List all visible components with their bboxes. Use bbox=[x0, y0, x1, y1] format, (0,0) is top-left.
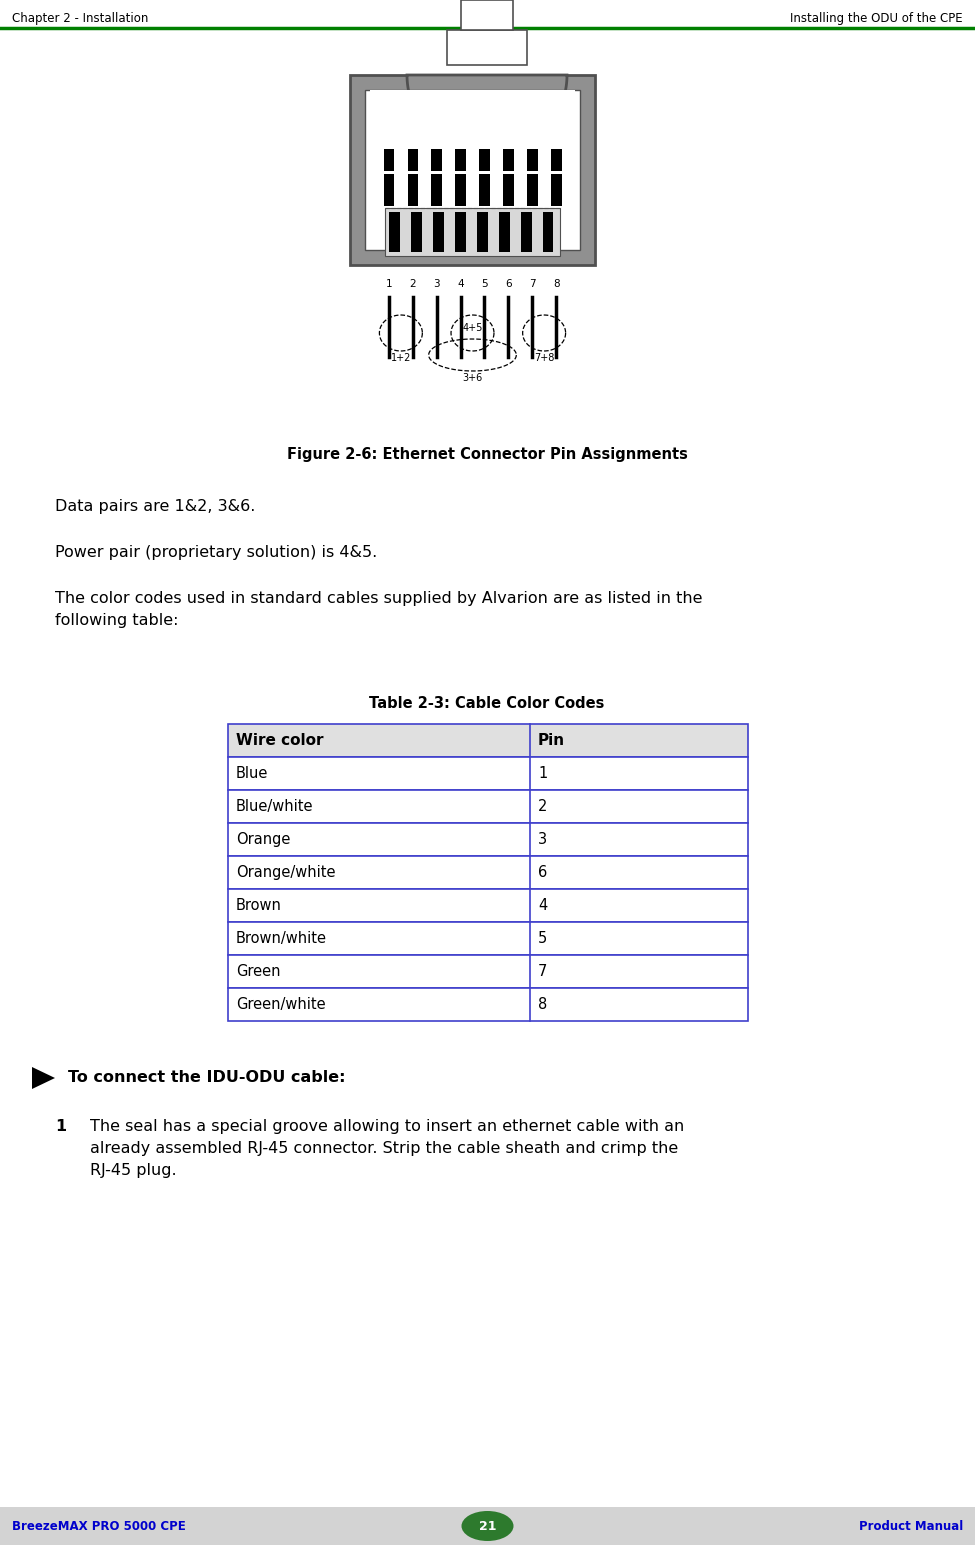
Bar bbox=[350, 76, 595, 266]
Text: 2: 2 bbox=[410, 280, 416, 289]
Polygon shape bbox=[407, 76, 567, 154]
Text: Pin: Pin bbox=[538, 732, 566, 748]
Text: 4: 4 bbox=[457, 280, 464, 289]
Bar bbox=[461, 0, 513, 29]
Bar bbox=[431, 148, 443, 171]
Text: BreezeMAX PRO 5000 CPE: BreezeMAX PRO 5000 CPE bbox=[12, 1519, 186, 1533]
Bar bbox=[479, 148, 489, 171]
Text: 5: 5 bbox=[538, 932, 547, 946]
Bar bbox=[455, 175, 466, 205]
Bar bbox=[228, 987, 748, 1021]
Text: The seal has a special groove allowing to insert an ethernet cable with an
alrea: The seal has a special groove allowing t… bbox=[90, 1119, 684, 1179]
Bar bbox=[503, 175, 514, 205]
Bar bbox=[551, 148, 562, 171]
Bar bbox=[228, 725, 748, 757]
Bar bbox=[447, 29, 527, 65]
Text: 2: 2 bbox=[538, 799, 547, 814]
Text: 6: 6 bbox=[538, 865, 547, 881]
Text: 7+8: 7+8 bbox=[534, 352, 555, 363]
Bar bbox=[526, 148, 537, 171]
Text: To connect the IDU-ODU cable:: To connect the IDU-ODU cable: bbox=[68, 1071, 345, 1086]
Text: 3: 3 bbox=[433, 280, 440, 289]
Bar bbox=[542, 212, 554, 252]
Text: Brown: Brown bbox=[236, 898, 282, 913]
Text: Product Manual: Product Manual bbox=[859, 1519, 963, 1533]
Text: The color codes used in standard cables supplied by Alvarion are as listed in th: The color codes used in standard cables … bbox=[55, 592, 703, 629]
Text: Blue: Blue bbox=[236, 766, 268, 782]
Bar bbox=[521, 212, 531, 252]
Bar bbox=[228, 823, 748, 856]
Text: 1: 1 bbox=[55, 1119, 66, 1134]
Bar bbox=[455, 148, 466, 171]
Bar bbox=[228, 955, 748, 987]
Bar bbox=[228, 856, 748, 888]
Bar bbox=[228, 757, 748, 789]
Bar bbox=[408, 148, 418, 171]
Text: 1: 1 bbox=[386, 280, 392, 289]
Text: Data pairs are 1&2, 3&6.: Data pairs are 1&2, 3&6. bbox=[55, 499, 255, 514]
Text: Figure 2-6: Ethernet Connector Pin Assignments: Figure 2-6: Ethernet Connector Pin Assig… bbox=[287, 447, 687, 462]
Text: 1: 1 bbox=[538, 766, 547, 782]
Text: Installing the ODU of the CPE: Installing the ODU of the CPE bbox=[791, 12, 963, 25]
Text: Brown/white: Brown/white bbox=[236, 932, 327, 946]
Bar bbox=[433, 212, 444, 252]
Bar bbox=[431, 175, 443, 205]
Bar bbox=[384, 148, 395, 171]
Text: 4+5: 4+5 bbox=[462, 323, 483, 334]
Text: Green/white: Green/white bbox=[236, 997, 326, 1012]
Bar bbox=[370, 90, 575, 145]
Text: Wire color: Wire color bbox=[236, 732, 324, 748]
Text: Chapter 2 - Installation: Chapter 2 - Installation bbox=[12, 12, 148, 25]
Polygon shape bbox=[32, 1068, 55, 1089]
Bar bbox=[228, 789, 748, 823]
Text: 21: 21 bbox=[479, 1519, 496, 1533]
Bar bbox=[503, 148, 514, 171]
Bar bbox=[477, 212, 488, 252]
Text: 6: 6 bbox=[505, 280, 512, 289]
Bar bbox=[389, 212, 401, 252]
Bar bbox=[228, 922, 748, 955]
Bar bbox=[228, 888, 748, 922]
Bar bbox=[365, 90, 580, 250]
Bar bbox=[526, 175, 537, 205]
Text: 3: 3 bbox=[538, 833, 547, 847]
Bar bbox=[384, 175, 395, 205]
Text: Blue/white: Blue/white bbox=[236, 799, 314, 814]
Bar bbox=[408, 175, 418, 205]
Ellipse shape bbox=[461, 1511, 514, 1540]
Text: Orange/white: Orange/white bbox=[236, 865, 335, 881]
Text: Power pair (proprietary solution) is 4&5.: Power pair (proprietary solution) is 4&5… bbox=[55, 545, 377, 559]
Text: 5: 5 bbox=[481, 280, 488, 289]
Text: 3+6: 3+6 bbox=[462, 372, 483, 383]
Text: 7: 7 bbox=[538, 964, 547, 980]
Bar bbox=[385, 209, 560, 256]
Bar bbox=[479, 175, 489, 205]
Text: 4: 4 bbox=[538, 898, 547, 913]
Text: 7: 7 bbox=[528, 280, 535, 289]
Bar bbox=[499, 212, 510, 252]
Bar bbox=[0, 1506, 975, 1545]
Text: 8: 8 bbox=[553, 280, 560, 289]
Text: Table 2-3: Cable Color Codes: Table 2-3: Cable Color Codes bbox=[370, 695, 604, 711]
Bar bbox=[551, 175, 562, 205]
Text: Orange: Orange bbox=[236, 833, 291, 847]
Text: Green: Green bbox=[236, 964, 281, 980]
Text: 1+2: 1+2 bbox=[391, 352, 411, 363]
Text: 8: 8 bbox=[538, 997, 547, 1012]
Bar bbox=[455, 212, 466, 252]
Bar bbox=[411, 212, 422, 252]
